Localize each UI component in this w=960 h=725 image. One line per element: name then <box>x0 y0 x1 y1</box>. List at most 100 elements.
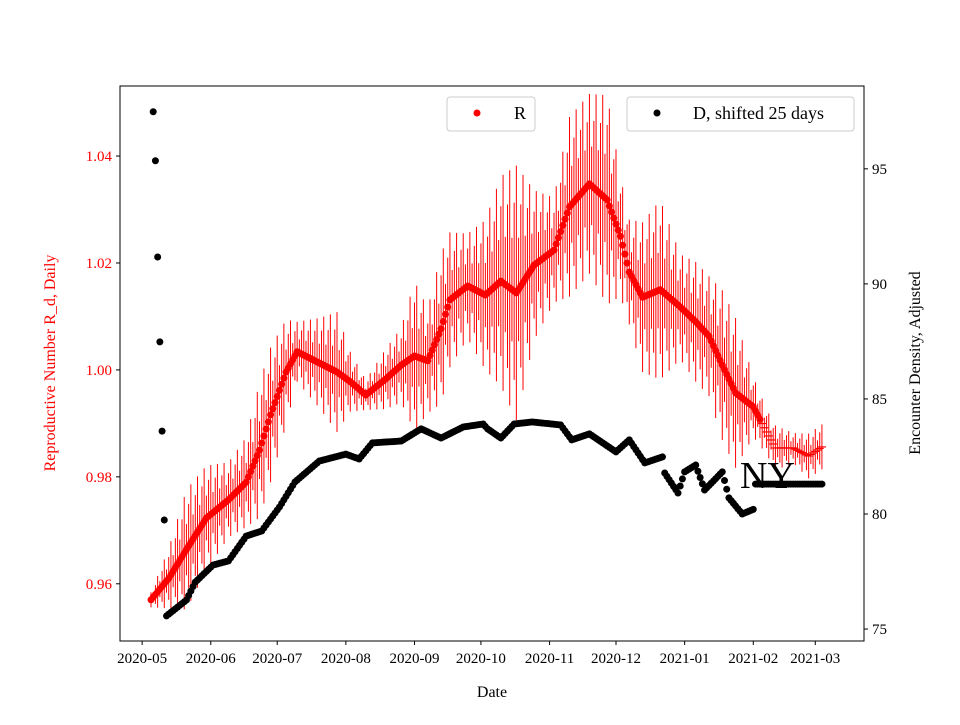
y-axis-left-label: Reproductive Number R_d, Daily <box>42 255 59 472</box>
r-point <box>251 457 259 465</box>
y-right-tick-label: 90 <box>872 277 887 293</box>
d-point <box>749 505 757 513</box>
r-point <box>442 310 449 318</box>
d-point <box>158 427 166 435</box>
r-point <box>273 392 281 400</box>
d-point <box>151 157 159 165</box>
r-point <box>437 325 445 333</box>
x-tick-label: 2020-10 <box>456 651 506 667</box>
y-right-tick-label: 95 <box>872 162 887 178</box>
d-point <box>721 477 728 485</box>
r-point <box>242 478 250 486</box>
y-axis-right: 75 80 85 90 95 <box>864 162 887 638</box>
d-point <box>659 453 666 461</box>
legend-d-label: D, shifted 25 days <box>693 103 824 123</box>
x-tick-label: 2020-11 <box>525 651 574 667</box>
r-point <box>244 473 252 481</box>
r-point <box>428 346 436 354</box>
y-left-tick-label: 0.96 <box>86 577 113 593</box>
r-point <box>554 234 562 242</box>
y-left-tick-label: 0.98 <box>86 470 112 486</box>
d-point <box>160 516 168 524</box>
r-point <box>619 241 627 249</box>
r-point <box>275 386 283 394</box>
y-axis-right-label: Encounter Density, Adjusted <box>907 271 924 454</box>
y-right-tick-label: 85 <box>872 392 887 408</box>
x-tick-label: 2021-01 <box>660 651 710 667</box>
x-tick-label: 2020-12 <box>591 651 641 667</box>
d-point <box>818 480 826 488</box>
r-series <box>147 180 826 604</box>
r-point <box>550 246 558 254</box>
d-point <box>723 485 731 493</box>
legend-d-marker <box>653 109 661 117</box>
x-axis: 2020-05 2020-06 2020-07 2020-08 2020-09 2020-… <box>117 641 840 667</box>
r-point <box>256 446 263 454</box>
x-tick-label: 2020-09 <box>390 651 440 667</box>
d-point <box>696 474 704 482</box>
r-point <box>563 209 571 217</box>
r-point <box>433 335 441 343</box>
r-point <box>561 215 569 223</box>
r-point <box>439 318 447 326</box>
r-point <box>260 432 268 440</box>
r-point <box>557 228 565 236</box>
r-point <box>603 196 611 204</box>
d-point <box>694 467 702 475</box>
x-axis-label: Date <box>477 684 507 701</box>
y-left-tick-label: 1.02 <box>86 256 112 272</box>
y-right-tick-label: 80 <box>872 507 887 523</box>
r-point <box>612 220 620 228</box>
d-point <box>674 489 682 497</box>
r-point <box>269 405 277 413</box>
d-series <box>149 108 826 620</box>
r-point <box>253 451 261 459</box>
r-point <box>267 411 275 419</box>
d-point <box>149 108 157 116</box>
y-right-tick-label: 75 <box>872 622 887 638</box>
r-point <box>278 380 286 388</box>
d-point <box>154 253 162 261</box>
y-left-tick-label: 1.00 <box>86 363 112 379</box>
ny-annotation: NY <box>740 455 795 497</box>
r-point <box>559 221 567 229</box>
r-point <box>258 439 266 447</box>
y-axis-left: 0.96 0.98 1.00 1.02 1.04 <box>86 149 120 593</box>
r-point <box>614 226 622 234</box>
r-point <box>623 259 631 267</box>
r-point <box>435 330 443 338</box>
legend-r: R <box>446 96 536 132</box>
x-tick-label: 2020-06 <box>186 651 236 667</box>
d-point <box>676 482 684 490</box>
x-tick-label: 2020-07 <box>252 651 302 667</box>
r-point <box>608 208 616 216</box>
r-point <box>621 250 629 258</box>
r-point <box>280 374 288 382</box>
r-point <box>616 232 624 240</box>
r-point <box>264 418 272 426</box>
r-point <box>424 357 432 365</box>
plot-frame <box>119 85 865 642</box>
d-point <box>156 338 164 346</box>
r-point <box>247 468 255 476</box>
x-tick-label: 2021-02 <box>728 651 778 667</box>
r-point <box>262 425 270 433</box>
r-point <box>444 303 452 311</box>
y-left-tick-label: 1.04 <box>86 149 113 165</box>
r-point <box>756 415 764 423</box>
d-point <box>692 461 700 469</box>
r-point <box>610 214 618 222</box>
r-point <box>552 240 560 248</box>
d-point <box>718 468 726 476</box>
r-point <box>271 399 279 407</box>
r-point <box>605 202 613 210</box>
legend-d: D, shifted 25 days <box>626 96 855 132</box>
r-point <box>249 462 257 470</box>
legend-r-marker <box>473 109 481 117</box>
x-tick-label: 2020-08 <box>321 651 371 667</box>
r-point <box>430 341 438 349</box>
d-point <box>678 475 686 483</box>
x-tick-label: 2021-03 <box>790 651 840 667</box>
r-point <box>426 351 434 359</box>
legend-r-label: R <box>514 103 526 123</box>
